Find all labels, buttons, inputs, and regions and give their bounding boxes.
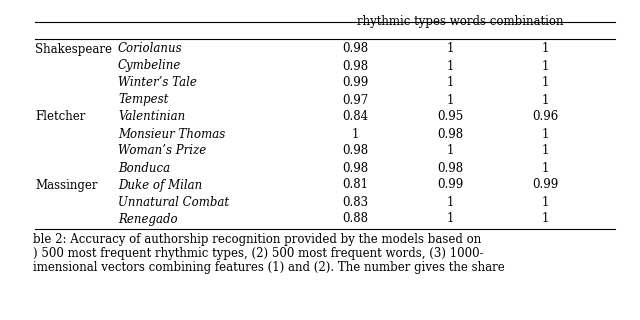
Text: 1: 1 bbox=[541, 212, 548, 226]
Text: 0.99: 0.99 bbox=[532, 179, 558, 191]
Text: 0.88: 0.88 bbox=[342, 212, 368, 226]
Text: 1: 1 bbox=[446, 93, 454, 107]
Text: 1: 1 bbox=[351, 127, 358, 140]
Text: Cymbeline: Cymbeline bbox=[118, 60, 181, 73]
Text: Unnatural Combat: Unnatural Combat bbox=[118, 196, 229, 209]
Text: Valentinian: Valentinian bbox=[118, 110, 185, 124]
Text: 0.98: 0.98 bbox=[437, 162, 463, 174]
Text: 0.98: 0.98 bbox=[342, 43, 368, 55]
Text: Duke of Milan: Duke of Milan bbox=[118, 179, 202, 191]
Text: 1: 1 bbox=[446, 43, 454, 55]
Text: 0.95: 0.95 bbox=[437, 110, 463, 124]
Text: 0.98: 0.98 bbox=[342, 162, 368, 174]
Text: Shakespeare: Shakespeare bbox=[35, 43, 112, 55]
Text: 1: 1 bbox=[446, 145, 454, 157]
Text: 0.81: 0.81 bbox=[342, 179, 368, 191]
Text: 0.97: 0.97 bbox=[342, 93, 368, 107]
Text: 1: 1 bbox=[541, 60, 548, 73]
Text: Fletcher: Fletcher bbox=[35, 110, 85, 124]
Text: Tempest: Tempest bbox=[118, 93, 168, 107]
Text: Massinger: Massinger bbox=[35, 179, 97, 191]
Text: 1: 1 bbox=[446, 212, 454, 226]
Text: imensional vectors combining features (1) and (2). The number gives the share: imensional vectors combining features (1… bbox=[33, 261, 505, 274]
Text: Renegado: Renegado bbox=[118, 212, 178, 226]
Text: Monsieur Thomas: Monsieur Thomas bbox=[118, 127, 225, 140]
Text: 0.98: 0.98 bbox=[342, 145, 368, 157]
Text: 1: 1 bbox=[541, 162, 548, 174]
Text: 0.99: 0.99 bbox=[437, 179, 463, 191]
Text: Coriolanus: Coriolanus bbox=[118, 43, 182, 55]
Text: 1: 1 bbox=[541, 93, 548, 107]
Text: 1: 1 bbox=[446, 76, 454, 90]
Text: 1: 1 bbox=[446, 60, 454, 73]
Text: Bonduca: Bonduca bbox=[118, 162, 170, 174]
Text: ) 500 most frequent rhythmic types, (2) 500 most frequent words, (3) 1000-: ) 500 most frequent rhythmic types, (2) … bbox=[33, 247, 484, 260]
Text: 0.84: 0.84 bbox=[342, 110, 368, 124]
Text: 1: 1 bbox=[541, 196, 548, 209]
Text: Winter’s Tale: Winter’s Tale bbox=[118, 76, 197, 90]
Text: 0.99: 0.99 bbox=[342, 76, 368, 90]
Text: 1: 1 bbox=[541, 76, 548, 90]
Text: rhythmic types words combination: rhythmic types words combination bbox=[356, 15, 563, 28]
Text: 1: 1 bbox=[446, 196, 454, 209]
Text: ble 2: Accuracy of authorship recognition provided by the models based on: ble 2: Accuracy of authorship recognitio… bbox=[33, 233, 481, 246]
Text: 0.98: 0.98 bbox=[437, 127, 463, 140]
Text: 0.98: 0.98 bbox=[342, 60, 368, 73]
Text: 0.96: 0.96 bbox=[532, 110, 558, 124]
Text: 1: 1 bbox=[541, 43, 548, 55]
Text: 1: 1 bbox=[541, 145, 548, 157]
Text: 0.83: 0.83 bbox=[342, 196, 368, 209]
Text: 1: 1 bbox=[541, 127, 548, 140]
Text: Woman’s Prize: Woman’s Prize bbox=[118, 145, 206, 157]
